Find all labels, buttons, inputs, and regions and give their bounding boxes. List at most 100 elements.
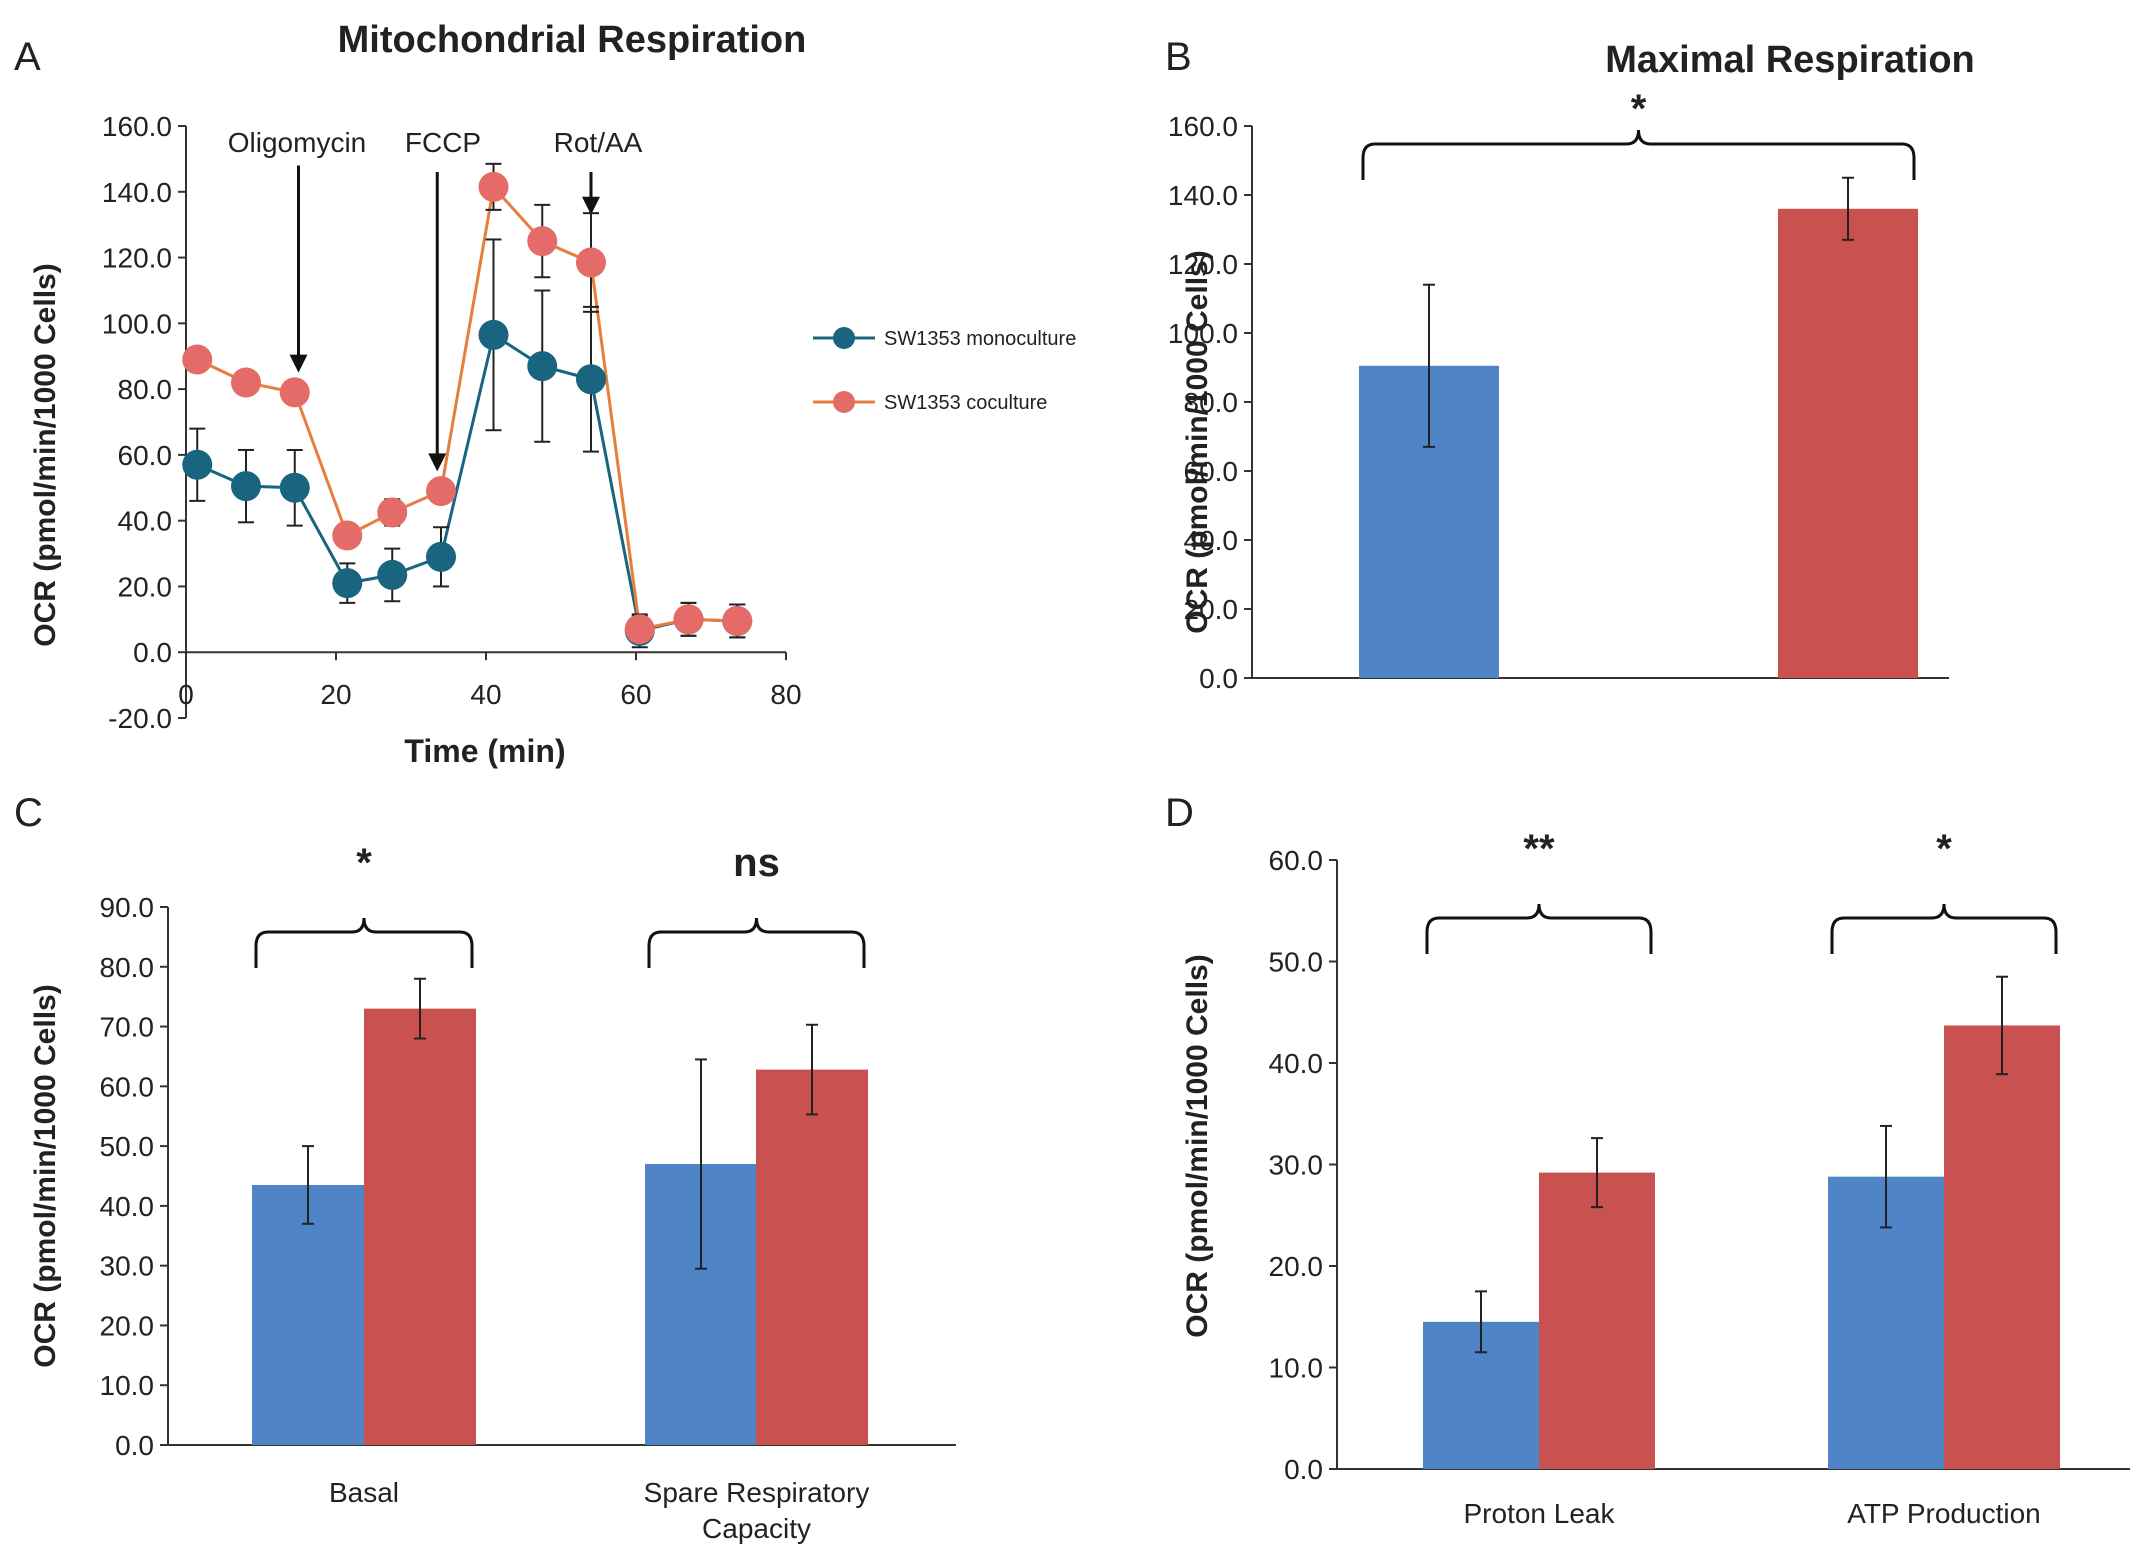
panel-a-marks: Oligomycin FCCP Rot/AA: [182, 127, 753, 649]
panel-b-ytick-label: 120.0: [1168, 249, 1238, 280]
panel-a-xtick-label: 20: [320, 679, 351, 710]
panel-a-arrow-head: [428, 453, 447, 472]
panel-a-xlabel: Time (min): [404, 733, 565, 769]
legend-marker-coculture: [833, 391, 855, 413]
panel-d-ytick-label: 50.0: [1269, 947, 1324, 978]
panel-b-ytick-label: 60.0: [1184, 456, 1239, 487]
panel-c-ytick-label: 50.0: [100, 1131, 155, 1162]
panel-a-ytick-label: 160.0: [102, 111, 172, 142]
panel-a-ytick-label: 100.0: [102, 308, 172, 339]
panel-d-ytick-label: 40.0: [1269, 1048, 1324, 1079]
panel-c-significance-brace: [254, 917, 474, 968]
panel-a-title: Mitochondrial Respiration: [338, 19, 807, 61]
legend-marker-monoculture: [833, 327, 855, 349]
panel-c-ytick-label: 60.0: [100, 1071, 155, 1102]
panel-a-line-monoculture: [196, 332, 738, 633]
panel-a-ytick-label: -20.0: [108, 703, 172, 734]
panel-a-xtick-label: 60: [620, 679, 651, 710]
panel-a-point-coculture: [722, 605, 753, 636]
panel-a-ytick-label: 0.0: [133, 637, 172, 668]
panel-c-significance-label: ns: [733, 841, 780, 885]
panel-a-point-coculture: [231, 367, 261, 398]
panel-a-point-monoculture: [426, 541, 456, 572]
panel-c-category-label: Basal: [329, 1477, 399, 1508]
panel-b-ytick-label: 40.0: [1184, 525, 1239, 556]
panel-c-significance-brace: [647, 917, 866, 968]
panel-c-significance-label: *: [356, 841, 372, 885]
panel-a-arrow-head: [582, 196, 600, 215]
panel-c-ylabel: OCR (pmol/min/1000 Cells): [29, 984, 62, 1367]
panel-c-ytick-label: 90.0: [100, 892, 155, 923]
panel-a-point-coculture: [332, 520, 363, 551]
panel-d-significance-label: **: [1523, 827, 1555, 871]
panel-a-ytick-label: 20.0: [118, 571, 173, 602]
panel-a-point-monoculture: [576, 364, 606, 395]
panel-c-bar-monoculture: [252, 1184, 364, 1445]
panel-a-ylabel: OCR (pmol/min/1000 Cells): [29, 263, 62, 646]
panel-a-annotation-label: Oligomycin: [228, 127, 366, 158]
panel-b-ytick-label: 140.0: [1168, 180, 1238, 211]
panel-a-xtick-label: 80: [770, 679, 801, 710]
panel-a-ytick-label: 40.0: [118, 506, 173, 537]
panel-b-ytick-label: 100.0: [1168, 318, 1238, 349]
panel-d-ytick-label: 0.0: [1284, 1454, 1323, 1485]
panel-a-point-monoculture: [332, 568, 363, 599]
panel-a-ytick-label: 140.0: [102, 177, 172, 208]
panel-c-ytick-label: 70.0: [100, 1012, 155, 1043]
panel-d-significance-brace: [1425, 903, 1653, 954]
panel-c-ytick-label: 80.0: [100, 952, 155, 983]
panel-d-category-label: Proton Leak: [1464, 1498, 1616, 1529]
panel-a-xtick-label: 40: [470, 679, 501, 710]
panel-d-bar-coculture: [1539, 1172, 1655, 1469]
panel-a-arrow-head: [289, 354, 308, 373]
panel-c-category-label: Capacity: [702, 1513, 811, 1544]
panel-d-ytick-label: 30.0: [1269, 1150, 1324, 1181]
panel-b: B Maximal Respiration OCR (pmol/min/1000…: [1165, 35, 1975, 694]
panel-c-marks: * Basal ns Spare Respiratory Capacity: [252, 841, 869, 1544]
panel-c-bar-coculture: [756, 1069, 868, 1445]
panel-b-marks: *: [1359, 87, 1918, 679]
panel-c-ytick-label: 0.0: [115, 1430, 154, 1461]
panel-d-bar-coculture: [1944, 1025, 2060, 1469]
panel-d: D OCR (pmol/min/1000 Cells) 0.0 10.0 20.0 3…: [1165, 791, 2130, 1529]
panel-a-point-coculture: [673, 604, 704, 635]
panel-d-significance-brace: [1830, 903, 2058, 954]
panel-c-ytick-label: 10.0: [100, 1370, 155, 1401]
panel-d-significance-label: *: [1936, 827, 1952, 871]
panel-a-ytick-label: 120.0: [102, 243, 172, 274]
panel-a-annotation-label: Rot/AA: [554, 127, 643, 158]
panel-b-title: Maximal Respiration: [1605, 39, 1975, 81]
panel-c-ytick-label: 20.0: [100, 1310, 155, 1341]
panel-c: C OCR (pmol/min/1000 Cells) 0.0 10.0 20.0 3…: [14, 791, 956, 1544]
panel-b-bar-coculture: [1778, 208, 1918, 679]
panel-d-ylabel: OCR (pmol/min/1000 Cells): [1181, 954, 1214, 1337]
panel-a-point-monoculture: [377, 559, 408, 590]
panel-a-ytick-label: 60.0: [118, 440, 173, 471]
panel-d-category-label: ATP Production: [1847, 1498, 2041, 1529]
panel-b-ylabel: OCR (pmol/min/1000 Cells): [1181, 250, 1214, 633]
panel-a-axes: -20.0 0.0 20.0 40.0 60.0 80.0 100.0 120.0 140.0 1…: [102, 111, 802, 734]
panel-b-letter: B: [1165, 35, 1192, 79]
panel-a: A Mitochondrial Respiration Time (min) O…: [14, 19, 1076, 769]
panel-c-ytick-label: 30.0: [100, 1251, 155, 1282]
panel-a-letter: A: [14, 35, 41, 79]
panel-a-point-monoculture: [279, 472, 310, 503]
panel-a-point-coculture: [182, 344, 213, 375]
panel-b-ytick-label: 80.0: [1184, 387, 1239, 418]
panel-b-axes: 0.0 20.0 40.0 60.0 80.0 100.0 120.0 140.0 160.0: [1168, 111, 1949, 694]
panel-c-bar-coculture: [364, 1008, 476, 1445]
panel-a-point-monoculture: [527, 351, 558, 382]
panel-a-point-monoculture: [182, 449, 213, 480]
panel-a-point-coculture: [478, 171, 509, 202]
panel-a-point-coculture: [377, 497, 408, 528]
panel-a-annotation-label: FCCP: [405, 127, 481, 158]
panel-a-xtick-label: 0: [178, 679, 194, 710]
panel-d-letter: D: [1165, 791, 1194, 835]
panel-d-marks: ** Proton Leak * ATP Production: [1423, 827, 2060, 1529]
panel-a-point-coculture: [624, 614, 655, 645]
panel-a-point-coculture: [527, 226, 558, 257]
panel-a-point-monoculture: [231, 471, 261, 502]
panel-c-letter: C: [14, 791, 43, 835]
panel-a-ytick-label: 80.0: [118, 374, 173, 405]
